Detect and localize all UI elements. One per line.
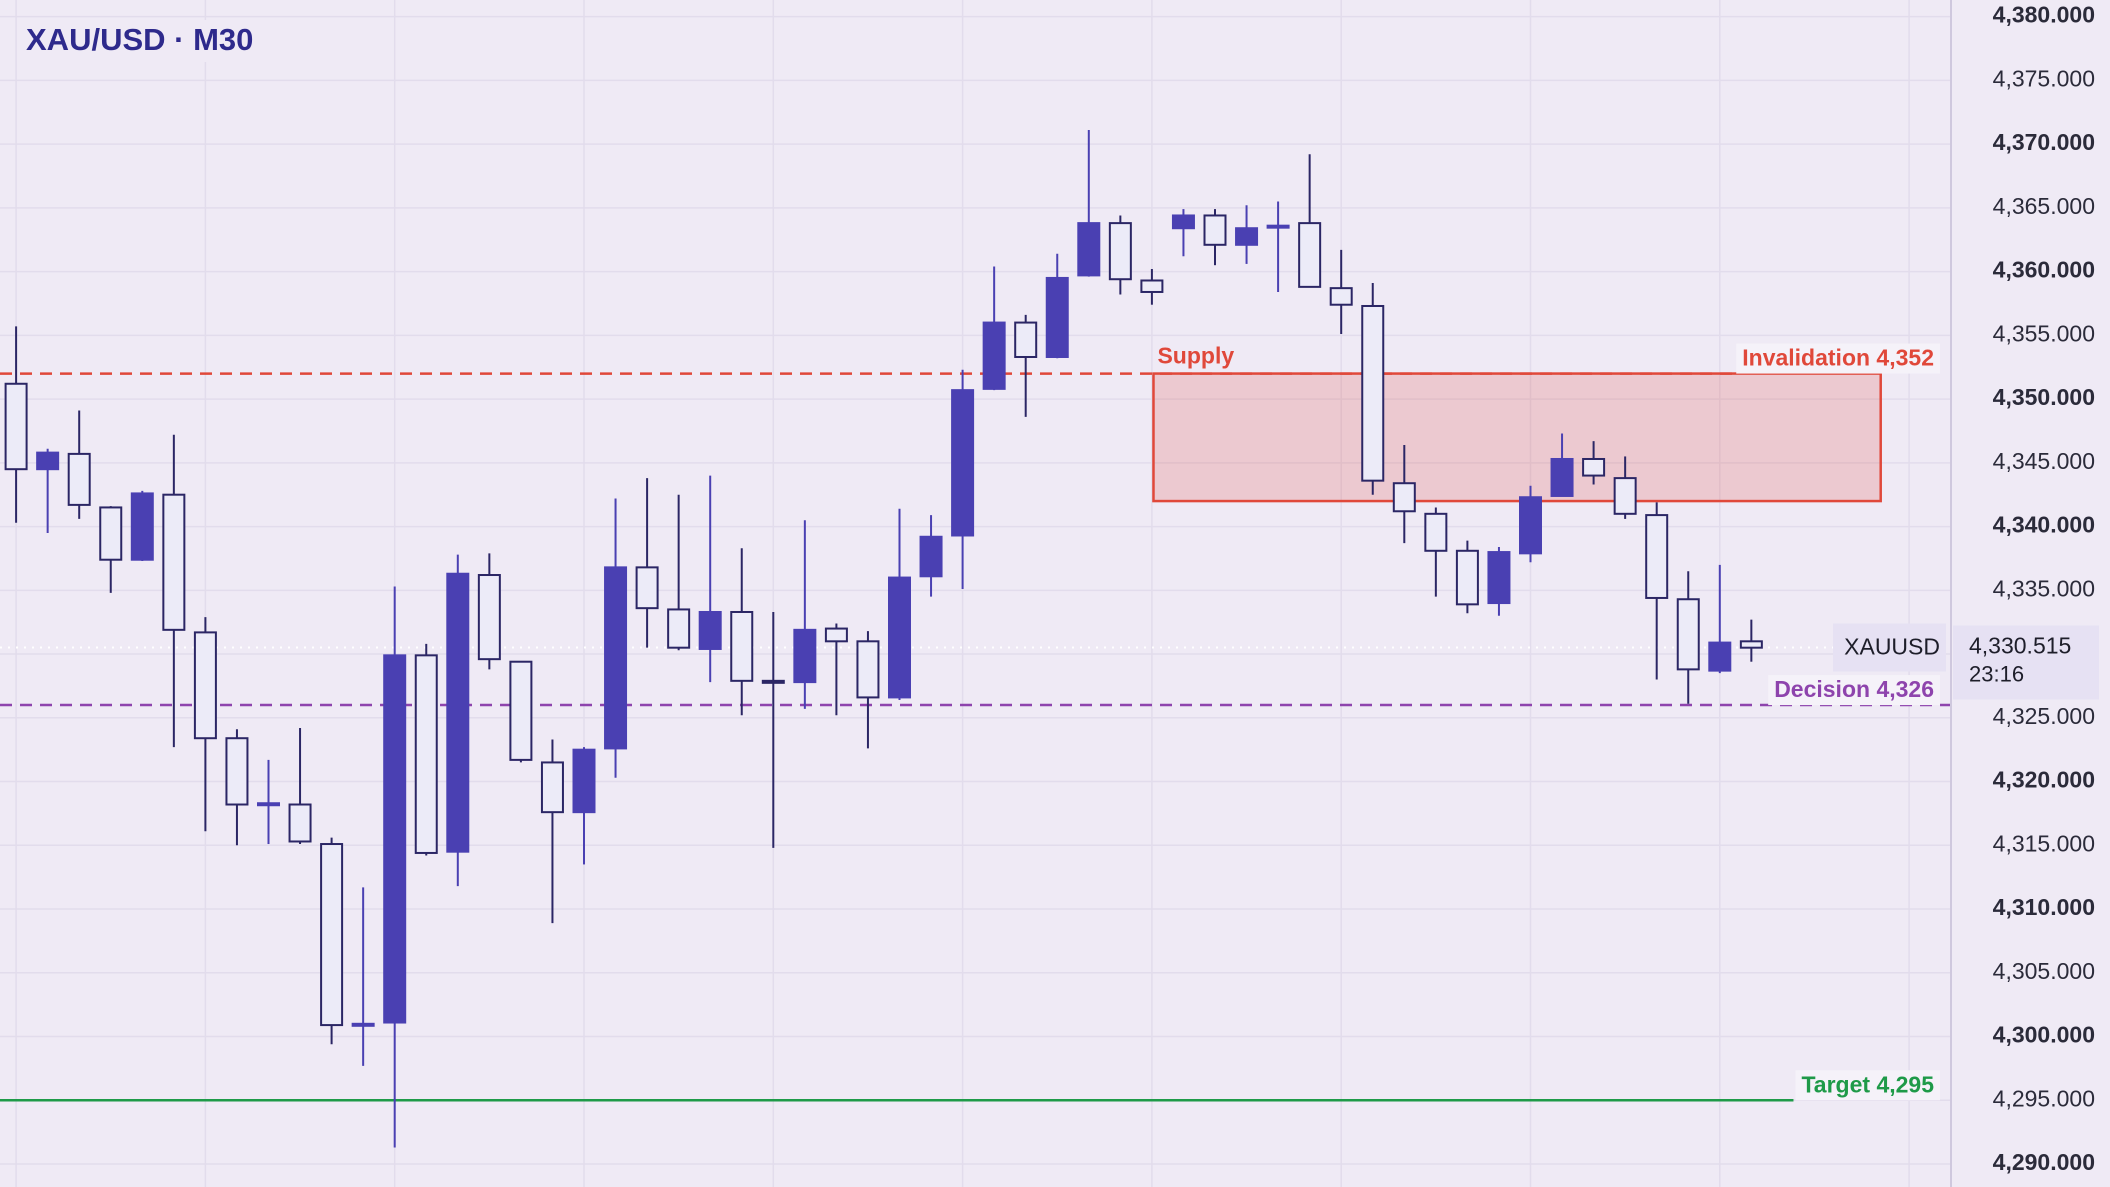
candle-body bbox=[572, 748, 596, 814]
candle-body bbox=[951, 389, 975, 537]
candle-body bbox=[919, 535, 943, 578]
y-tick-label: 4,365.000 bbox=[1993, 193, 2095, 219]
supply-zone bbox=[1152, 372, 1882, 503]
candle-body bbox=[698, 610, 722, 650]
candle-body bbox=[761, 679, 785, 684]
y-tick-label: 4,375.000 bbox=[1993, 65, 2095, 91]
level-label: Target 4,295 bbox=[1801, 1071, 1934, 1097]
y-tick-label: 4,360.000 bbox=[1993, 257, 2095, 283]
candle-body bbox=[162, 493, 186, 631]
candle-body bbox=[1361, 304, 1385, 482]
candle-body bbox=[1140, 279, 1164, 293]
candle-body bbox=[1676, 598, 1700, 671]
candle-body bbox=[982, 321, 1006, 390]
candle-body bbox=[193, 631, 217, 740]
candle-body bbox=[36, 451, 60, 471]
candle-body bbox=[856, 640, 880, 699]
candle-body bbox=[1582, 457, 1606, 477]
title-bg bbox=[18, 20, 280, 62]
candle-body bbox=[540, 761, 564, 814]
y-tick-label: 4,355.000 bbox=[1993, 320, 2095, 346]
y-tick-label: 4,315.000 bbox=[1993, 830, 2095, 856]
candle-body bbox=[4, 382, 28, 471]
candle-body bbox=[225, 737, 249, 806]
label-bg bbox=[1768, 675, 1940, 706]
candle-body bbox=[351, 1022, 375, 1027]
candle-body bbox=[1235, 227, 1259, 246]
candle-body bbox=[67, 452, 91, 506]
candle-body bbox=[1298, 222, 1322, 288]
candle-body bbox=[1392, 482, 1416, 513]
candle-body bbox=[477, 574, 501, 661]
candle-body bbox=[888, 576, 911, 699]
candle-body bbox=[1487, 551, 1511, 605]
y-tick-label: 4,300.000 bbox=[1993, 1022, 2095, 1048]
candle-body bbox=[1739, 640, 1763, 649]
y-tick-label: 4,295.000 bbox=[1993, 1085, 2095, 1111]
y-tick-label: 4,290.000 bbox=[1993, 1149, 2095, 1175]
candle-body bbox=[1203, 214, 1227, 246]
candle-body bbox=[1171, 214, 1195, 230]
candle-body bbox=[793, 628, 817, 684]
candle-body bbox=[383, 654, 407, 1024]
candle-body bbox=[1266, 224, 1290, 229]
candle-body bbox=[1645, 514, 1669, 599]
candle-body bbox=[99, 506, 123, 561]
candle-body bbox=[1045, 276, 1069, 358]
symbol-tag-bg bbox=[1833, 623, 1946, 672]
candle-body bbox=[824, 627, 848, 643]
candle-body bbox=[257, 802, 280, 807]
candle-body bbox=[1108, 222, 1132, 281]
candle-body bbox=[320, 843, 344, 1027]
y-tick-label: 4,320.000 bbox=[1993, 767, 2095, 793]
candle-body bbox=[1455, 549, 1479, 606]
candle-body bbox=[1708, 641, 1732, 672]
label-bg bbox=[1155, 343, 1240, 370]
candle-body bbox=[635, 566, 659, 610]
y-tick-label: 4,335.000 bbox=[1993, 575, 2095, 601]
chart-title: XAU/USD · M30 bbox=[26, 22, 253, 57]
y-tick-label: 4,305.000 bbox=[1993, 958, 2095, 984]
candle-body bbox=[130, 492, 154, 561]
price-tag: 4,330.515 bbox=[1969, 633, 2071, 659]
price-tag-bg bbox=[1953, 625, 2099, 700]
label-bg bbox=[1736, 343, 1940, 374]
candle-body bbox=[1329, 287, 1353, 306]
candle-body bbox=[1014, 321, 1038, 358]
candle-body bbox=[730, 610, 754, 682]
candle-body bbox=[446, 572, 470, 853]
y-tick-label: 4,380.000 bbox=[1993, 2, 2095, 28]
candle-body bbox=[1424, 512, 1448, 552]
y-tick-label: 4,345.000 bbox=[1993, 448, 2095, 474]
y-tick-label: 4,350.000 bbox=[1993, 384, 2095, 410]
candle-body bbox=[1613, 477, 1637, 515]
candle-body bbox=[1519, 496, 1542, 555]
candle-body bbox=[667, 608, 691, 649]
candle-body bbox=[414, 654, 438, 854]
y-tick-label: 4,340.000 bbox=[1993, 512, 2095, 538]
zone-label: Supply bbox=[1157, 343, 1234, 369]
candle-body bbox=[1077, 222, 1101, 277]
level-label: Decision 4,326 bbox=[1774, 676, 1934, 702]
label-bg bbox=[1795, 1070, 1940, 1101]
candle-body bbox=[604, 566, 628, 750]
candle-body bbox=[1550, 457, 1574, 497]
y-tick-label: 4,310.000 bbox=[1993, 894, 2095, 920]
symbol-tag: XAUUSD bbox=[1844, 634, 1940, 660]
level-label: Invalidation 4,352 bbox=[1742, 345, 1934, 371]
candle-body bbox=[288, 803, 312, 843]
y-tick-label: 4,325.000 bbox=[1993, 703, 2095, 729]
y-tick-label: 4,370.000 bbox=[1993, 129, 2095, 155]
countdown: 23:16 bbox=[1969, 661, 2024, 686]
candle-body bbox=[509, 660, 533, 761]
